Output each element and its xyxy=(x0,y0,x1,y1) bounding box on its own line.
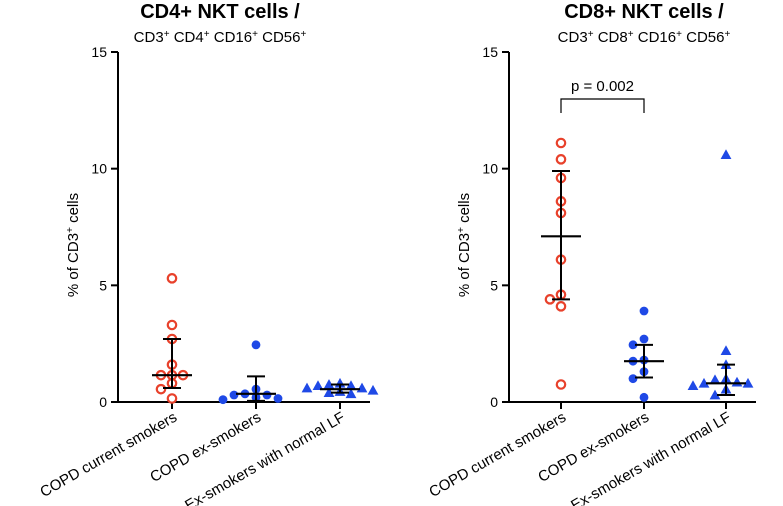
chart-title: CD8+ NKT cells / xyxy=(564,1,724,23)
y-tick-label: 0 xyxy=(99,394,107,410)
subtitle-superscript: + xyxy=(724,29,730,40)
data-point xyxy=(628,374,638,384)
y-axis-label: % of CD3+ cells xyxy=(65,193,83,297)
data-point xyxy=(345,388,357,399)
y-tick-label: 5 xyxy=(490,277,498,293)
data-point xyxy=(312,380,324,390)
data-point xyxy=(166,393,178,404)
chart-title: CD4+ NKT cells / xyxy=(140,1,300,23)
y-tick-label: 10 xyxy=(91,161,107,177)
data-point xyxy=(709,374,721,385)
significance-bracket xyxy=(560,98,645,113)
chart-panel-1: CD4+ NKT cells /CD3+ CD4+ CD16+ CD56+051… xyxy=(37,1,379,506)
data-point xyxy=(345,380,357,390)
ylabel-superscript: + xyxy=(65,227,76,233)
y-tick-label: 0 xyxy=(490,394,498,410)
data-point xyxy=(166,319,178,331)
data-point xyxy=(742,377,754,388)
subtitle-superscript: + xyxy=(300,29,306,40)
data-point xyxy=(273,394,283,403)
ylabel-part: % of CD3 xyxy=(456,233,473,297)
y-axis-label: % of CD3+ cells xyxy=(456,193,474,297)
p-value-label: p = 0.002 xyxy=(571,78,634,95)
data-point xyxy=(155,383,167,395)
subtitle-part: CD4 xyxy=(170,29,204,46)
subtitle-part: CD16 xyxy=(634,29,677,46)
data-point xyxy=(367,384,379,395)
ylabel-part: % of CD3 xyxy=(65,233,82,297)
data-point xyxy=(356,382,368,393)
data-point xyxy=(709,389,721,400)
data-point xyxy=(323,387,335,397)
data-point xyxy=(229,390,239,400)
data-point xyxy=(301,382,313,393)
subtitle-part: CD8 xyxy=(594,29,628,46)
y-tick-label: 10 xyxy=(482,161,498,177)
subtitle-superscript: + xyxy=(628,29,634,40)
ylabel-part: cells xyxy=(65,193,82,227)
data-point xyxy=(555,379,567,390)
data-point xyxy=(218,395,228,405)
data-point xyxy=(628,340,638,350)
data-point xyxy=(720,345,732,355)
subtitle-part: CD3 xyxy=(558,29,588,46)
y-tick-label: 5 xyxy=(99,277,107,293)
data-point xyxy=(262,390,272,400)
ylabel-superscript: + xyxy=(456,227,467,233)
data-point xyxy=(555,154,567,165)
data-point xyxy=(555,301,567,312)
chart-panel-2: CD8+ NKT cells /CD3+ CD8+ CD16+ CD56+051… xyxy=(426,1,756,506)
chart-subtitle: CD3+ CD4+ CD16+ CD56+ xyxy=(134,29,307,47)
data-point xyxy=(555,137,567,149)
subtitle-part: CD16 xyxy=(210,29,253,46)
subtitle-part: CD56 xyxy=(682,29,725,46)
subtitle-part: CD3 xyxy=(134,29,164,46)
data-point xyxy=(639,334,649,344)
data-point xyxy=(687,380,699,390)
data-point xyxy=(639,306,649,316)
ylabel-part: cells xyxy=(456,193,473,227)
chart-subtitle: CD3+ CD8+ CD16+ CD56+ xyxy=(558,29,731,47)
x-category-label: COPD current smokers xyxy=(37,409,180,501)
subtitle-part: CD56 xyxy=(258,29,301,46)
data-point xyxy=(323,379,335,389)
subtitle-superscript: + xyxy=(588,29,594,40)
data-point xyxy=(166,273,178,284)
x-category-label: COPD current smokers xyxy=(426,409,569,501)
data-point xyxy=(731,376,743,387)
data-point xyxy=(251,340,261,350)
data-point xyxy=(720,149,732,159)
subtitle-superscript: + xyxy=(676,29,682,40)
data-point xyxy=(639,392,649,402)
y-tick-label: 15 xyxy=(91,44,107,60)
subtitle-superscript: + xyxy=(252,29,258,40)
y-tick-label: 15 xyxy=(482,44,498,60)
series-1: COPD current smokers xyxy=(426,137,581,501)
subtitle-superscript: + xyxy=(164,29,170,40)
x-category-label: Ex-smokers with normal LF xyxy=(182,409,348,506)
subtitle-superscript: + xyxy=(204,29,210,40)
data-point xyxy=(698,377,710,388)
